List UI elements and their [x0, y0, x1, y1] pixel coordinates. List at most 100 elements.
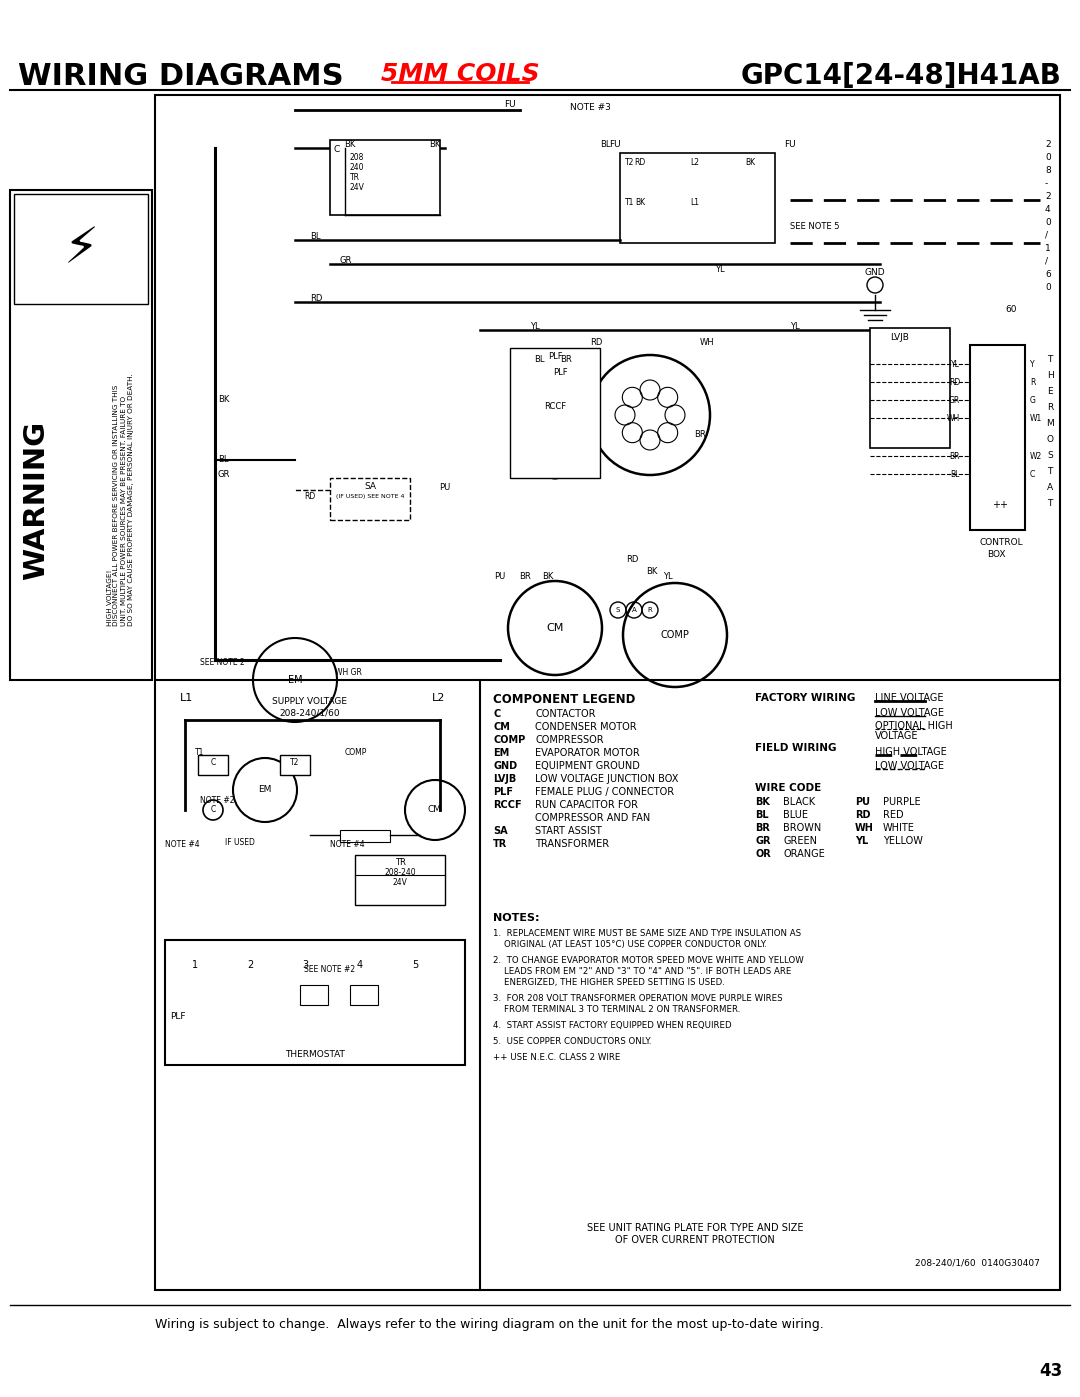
Text: 208-240/1/60: 208-240/1/60 — [280, 708, 340, 717]
Text: BL: BL — [600, 140, 610, 149]
Text: FACTORY WIRING: FACTORY WIRING — [755, 693, 855, 703]
Text: L2: L2 — [432, 693, 445, 703]
Text: 0: 0 — [1045, 154, 1051, 162]
Text: IF USED: IF USED — [225, 838, 255, 847]
Text: CM: CM — [428, 806, 442, 814]
Text: RD: RD — [634, 158, 646, 168]
Text: C: C — [333, 145, 339, 154]
Text: OPTIONAL HIGH: OPTIONAL HIGH — [875, 721, 953, 731]
Text: C: C — [1030, 469, 1036, 479]
Text: G: G — [1030, 395, 1036, 405]
Text: T1: T1 — [625, 198, 634, 207]
Bar — [14, 194, 148, 305]
Bar — [10, 190, 152, 680]
Text: COMPRESSOR: COMPRESSOR — [535, 735, 604, 745]
Text: VOLTAGE: VOLTAGE — [875, 731, 918, 740]
Bar — [510, 348, 600, 478]
Text: BL: BL — [535, 355, 545, 365]
Text: CONTROL: CONTROL — [980, 538, 1024, 548]
Bar — [340, 830, 390, 842]
Text: BK: BK — [218, 395, 229, 404]
Text: RD: RD — [305, 492, 315, 502]
Bar — [198, 754, 228, 775]
Text: 24V: 24V — [350, 183, 365, 191]
Text: 1: 1 — [1045, 244, 1051, 253]
Text: BR: BR — [949, 453, 960, 461]
Text: WARNING: WARNING — [22, 420, 50, 580]
Text: RUN CAPACITOR FOR: RUN CAPACITOR FOR — [535, 800, 638, 810]
Text: COMPONENT LEGEND: COMPONENT LEGEND — [492, 693, 635, 705]
Text: BK: BK — [542, 571, 554, 581]
Text: BL: BL — [950, 469, 960, 479]
Text: TRANSFORMER: TRANSFORMER — [535, 840, 609, 849]
Text: BR: BR — [694, 430, 706, 439]
Bar — [330, 478, 410, 520]
Text: HIGH VOLTAGE!
DISCONNECT ALL POWER BEFORE SERVICING OR INSTALLING THIS
UNIT. MUL: HIGH VOLTAGE! DISCONNECT ALL POWER BEFOR… — [107, 373, 134, 626]
Text: Wiring is subject to change.  Always refer to the wiring diagram on the unit for: Wiring is subject to change. Always refe… — [156, 1317, 824, 1331]
Text: 6: 6 — [1045, 270, 1051, 279]
Bar — [620, 154, 775, 243]
Text: GND: GND — [492, 761, 517, 771]
Text: YL: YL — [663, 571, 673, 581]
Text: PURPLE: PURPLE — [883, 798, 920, 807]
Text: 5: 5 — [411, 960, 418, 970]
Text: BOX: BOX — [987, 550, 1005, 559]
Text: 208-240: 208-240 — [384, 868, 416, 877]
Text: RED: RED — [883, 810, 904, 820]
Text: 2.  TO CHANGE EVAPORATOR MOTOR SPEED MOVE WHITE AND YELLOW: 2. TO CHANGE EVAPORATOR MOTOR SPEED MOVE… — [492, 956, 804, 965]
Text: FU: FU — [784, 140, 796, 149]
Text: M: M — [1047, 419, 1054, 427]
Text: C: C — [492, 710, 500, 719]
Text: GR: GR — [340, 256, 352, 265]
Text: GND: GND — [865, 268, 886, 277]
Text: PU: PU — [495, 571, 505, 581]
Bar — [300, 985, 328, 1004]
Bar — [330, 140, 440, 215]
Text: 43: 43 — [1039, 1362, 1062, 1380]
Text: LINE VOLTAGE: LINE VOLTAGE — [875, 693, 944, 703]
Text: YL: YL — [715, 265, 725, 274]
Text: GREEN: GREEN — [783, 835, 816, 847]
Text: ORIGINAL (AT LEAST 105°C) USE COPPER CONDUCTOR ONLY.: ORIGINAL (AT LEAST 105°C) USE COPPER CON… — [492, 940, 767, 949]
Text: 5.  USE COPPER CONDUCTORS ONLY.: 5. USE COPPER CONDUCTORS ONLY. — [492, 1037, 651, 1046]
Text: W2: W2 — [1030, 453, 1042, 461]
Text: TR: TR — [350, 173, 360, 182]
Text: RCCF: RCCF — [492, 800, 522, 810]
Bar — [350, 985, 378, 1004]
Bar — [280, 754, 310, 775]
Text: T: T — [1048, 467, 1053, 476]
Text: 208: 208 — [350, 154, 364, 162]
Text: 4: 4 — [1045, 205, 1051, 214]
Text: NOTES:: NOTES: — [492, 914, 540, 923]
Text: SEE NOTE 5: SEE NOTE 5 — [789, 222, 839, 231]
Text: OR: OR — [755, 849, 771, 859]
Text: GR: GR — [948, 395, 960, 405]
Text: BK: BK — [430, 140, 441, 149]
Text: 240: 240 — [350, 163, 365, 172]
Text: ++ USE N.E.C. CLASS 2 WIRE: ++ USE N.E.C. CLASS 2 WIRE — [492, 1053, 620, 1062]
Text: BR: BR — [561, 355, 571, 365]
Text: EQUIPMENT GROUND: EQUIPMENT GROUND — [535, 761, 639, 771]
Text: E: E — [1048, 387, 1053, 395]
Text: BK: BK — [755, 798, 770, 807]
Text: SUPPLY VOLTAGE: SUPPLY VOLTAGE — [272, 697, 348, 705]
Text: L1: L1 — [690, 198, 699, 207]
Text: RD: RD — [310, 293, 322, 303]
Text: FROM TERMINAL 3 TO TERMINAL 2 ON TRANSFORMER.: FROM TERMINAL 3 TO TERMINAL 2 ON TRANSFO… — [492, 1004, 741, 1014]
Text: 1.  REPLACEMENT WIRE MUST BE SAME SIZE AND TYPE INSULATION AS: 1. REPLACEMENT WIRE MUST BE SAME SIZE AN… — [492, 929, 801, 937]
Text: NOTE #4: NOTE #4 — [330, 840, 365, 849]
Text: GR: GR — [755, 835, 770, 847]
Text: SA: SA — [492, 826, 508, 835]
Text: TR: TR — [394, 858, 405, 868]
Text: YL: YL — [855, 835, 868, 847]
Text: HIGH VOLTAGE: HIGH VOLTAGE — [875, 747, 947, 757]
Text: WH: WH — [947, 414, 960, 423]
Text: BL: BL — [755, 810, 769, 820]
Text: YL: YL — [951, 360, 960, 369]
Text: BROWN: BROWN — [783, 823, 821, 833]
Text: 3: 3 — [302, 960, 308, 970]
Text: BK: BK — [646, 567, 658, 576]
Text: SA: SA — [364, 482, 376, 490]
Text: COMP: COMP — [661, 630, 689, 640]
Text: YELLOW: YELLOW — [883, 835, 923, 847]
